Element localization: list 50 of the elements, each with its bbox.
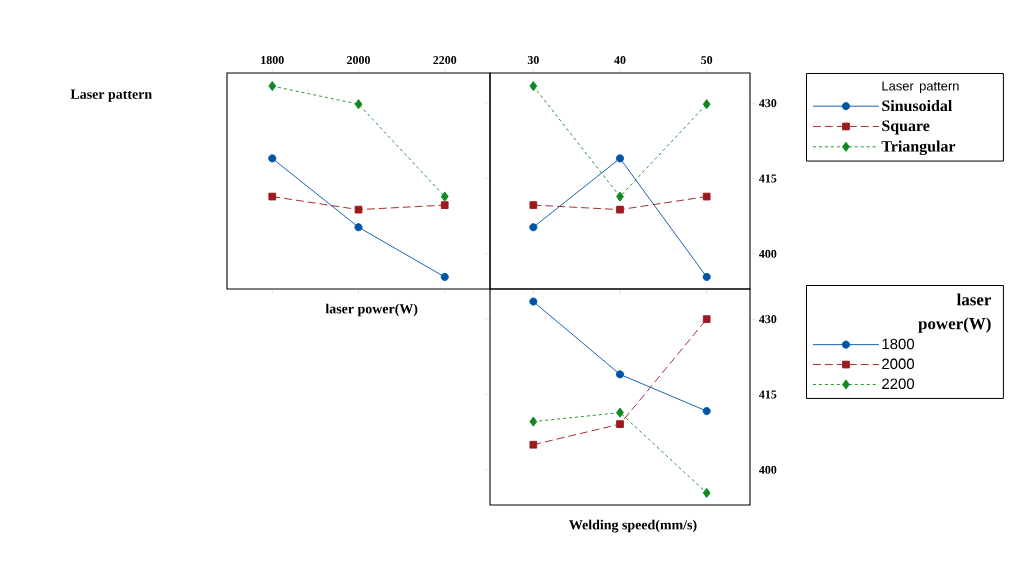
point [616,191,624,202]
y-tick-label: 430 [759,99,777,108]
x-tick-label: 30 [527,56,539,65]
y-tick-label: 415 [759,390,777,399]
point [702,272,711,281]
point [529,297,538,306]
legend-label: 2200 [882,378,915,390]
x-tick-label: 2200 [433,56,457,65]
point [702,315,711,323]
y-tick-label: 400 [759,465,777,474]
point [440,191,449,202]
y-tick-label: 415 [759,174,777,183]
point [616,407,624,418]
point [702,407,711,416]
point [529,201,538,209]
point [268,81,277,92]
point [616,205,624,214]
x-tick-label: 50 [701,56,713,65]
point [702,487,711,498]
point [615,370,625,379]
point [440,272,449,281]
point [354,223,363,232]
point [702,99,711,110]
x-axis-title: laser power(W) [325,303,418,317]
legend-label: Sinusoidal [882,99,953,112]
point [529,440,538,449]
legend-label: Square [882,120,930,135]
point [616,420,624,428]
point [529,416,538,427]
x-tick-label: 2000 [347,56,370,65]
point [354,205,363,214]
point [529,223,538,232]
x-tick-label: 40 [614,56,626,65]
legend-title: Laser pattern [882,81,959,94]
y-axis-title: Laser pattern [70,89,152,102]
y-tick-label: 430 [759,315,777,324]
point [529,81,538,92]
legend-label: 2000 [882,358,915,370]
x-tick-label: 1800 [261,56,284,65]
point [702,192,711,201]
legend-label: 1800 [882,338,915,350]
point [440,201,449,209]
point [354,99,363,110]
y-tick-label: 400 [759,249,777,258]
point [615,154,625,163]
x-axis-title: Welding speed(mm/s) [569,519,697,533]
legend-label: Triangular [881,140,956,156]
legend-title: laser power(W) [918,293,992,333]
point [268,154,277,163]
point [268,192,277,201]
